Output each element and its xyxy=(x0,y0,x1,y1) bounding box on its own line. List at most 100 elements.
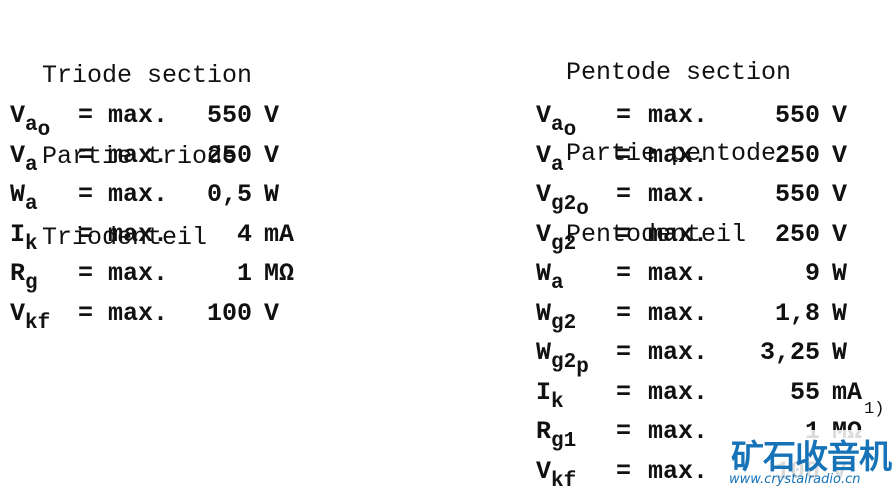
equals-sign: = xyxy=(616,417,632,446)
rating-unit: W xyxy=(832,259,848,288)
rating-value: 550 xyxy=(774,180,820,209)
rating-value: 9 xyxy=(804,259,820,288)
symbol-subscript: a xyxy=(25,114,38,137)
symbol-subscript: kf xyxy=(25,311,51,335)
pentode-heading: Pentode section Partie pentode Pentodent… xyxy=(566,5,791,302)
symbol-subscript: k xyxy=(551,390,564,414)
parameter-symbol: Rg1 xyxy=(536,412,576,462)
rating-unit: W xyxy=(832,338,848,367)
symbol-subscript-2: p xyxy=(576,356,589,379)
parameter-symbol: Vao xyxy=(536,96,576,151)
parameter-symbol: Vkf xyxy=(10,294,50,344)
max-label: max. xyxy=(108,140,169,170)
symbol-letter: W xyxy=(10,180,26,209)
equals-sign: = xyxy=(616,298,632,328)
max-label: max. xyxy=(648,298,709,328)
symbol-letter: V xyxy=(536,219,552,249)
rating-value: 550 xyxy=(774,101,820,130)
watermark-logo-text: 矿石收音机 xyxy=(731,437,892,476)
rating-unit: V xyxy=(832,180,848,209)
max-label: max. xyxy=(648,417,709,446)
rating-value: 55 xyxy=(789,377,820,407)
equals-sign: = xyxy=(616,259,632,288)
symbol-letter: R xyxy=(536,417,552,446)
max-label: max. xyxy=(108,101,169,130)
symbol-letter: W xyxy=(536,259,552,288)
rating-unit: V xyxy=(264,298,280,328)
rating-value: 1,8 xyxy=(774,298,820,328)
heading-line-de: Triodenteil xyxy=(42,223,208,252)
rating-value: 100 xyxy=(206,298,252,328)
symbol-letter: V xyxy=(10,140,26,170)
equals-sign: = xyxy=(616,338,632,367)
rating-unit: mA xyxy=(832,377,863,407)
max-label: max. xyxy=(648,180,709,209)
max-label: max. xyxy=(108,298,169,328)
symbol-subscript: a xyxy=(25,153,38,177)
symbol-letter: W xyxy=(536,298,552,328)
rating-unit: V xyxy=(264,140,280,170)
equals-sign: = xyxy=(78,140,94,170)
rating-unit: V xyxy=(832,140,848,170)
symbol-letter: V xyxy=(536,456,552,486)
rating-unit: V xyxy=(832,101,848,130)
symbol-letter: V xyxy=(10,298,26,328)
symbol-subscript: a xyxy=(551,272,564,295)
rating-value: 0,5 xyxy=(206,180,252,209)
symbol-letter: I xyxy=(10,219,26,249)
parameter-symbol: Va xyxy=(10,136,38,186)
equals-sign: = xyxy=(78,101,94,130)
symbol-letter: V xyxy=(536,140,552,170)
rating-value: 250 xyxy=(774,219,820,249)
symbol-letter: V xyxy=(536,180,552,209)
watermark-url: www.crystalradio.cn xyxy=(729,472,861,487)
equals-sign: = xyxy=(616,180,632,209)
parameter-symbol: Va xyxy=(536,136,564,186)
rating-unit: MΩ xyxy=(264,259,295,288)
parameter-symbol: Ik xyxy=(10,215,38,265)
rating-unit: V xyxy=(264,101,280,130)
max-label: max. xyxy=(648,101,709,130)
rating-unit: W xyxy=(832,298,848,328)
parameter-symbol: Wg2 xyxy=(536,294,576,344)
equals-sign: = xyxy=(78,180,94,209)
rating-value: 3,25 xyxy=(759,338,820,367)
symbol-subscript: kf xyxy=(551,469,577,493)
parameter-symbol: Vg2o xyxy=(536,175,589,230)
heading-line-fr: Partie triode xyxy=(42,142,238,171)
equals-sign: = xyxy=(616,377,632,407)
symbol-subscript: g2 xyxy=(551,232,577,256)
max-label: max. xyxy=(648,259,709,288)
equals-sign: = xyxy=(78,259,94,288)
equals-sign: = xyxy=(616,140,632,170)
max-label: max. xyxy=(648,219,709,249)
rating-value: 550 xyxy=(206,101,252,130)
parameter-symbol: Rg xyxy=(10,254,38,304)
footnote-marker: 1) xyxy=(864,400,885,419)
rating-value: 250 xyxy=(206,140,252,170)
equals-sign: = xyxy=(616,101,632,130)
symbol-letter: W xyxy=(536,338,552,367)
symbol-subscript-2: o xyxy=(563,119,577,142)
rating-unit: mA xyxy=(264,219,295,249)
symbol-letter: V xyxy=(536,101,552,130)
max-label: max. xyxy=(108,219,169,249)
parameter-symbol: Vkf xyxy=(536,452,576,502)
parameter-symbol: Wa xyxy=(10,175,38,225)
equals-sign: = xyxy=(616,456,632,486)
triode-heading: Triode section Partie triode Triodenteil xyxy=(42,8,252,305)
symbol-letter: I xyxy=(536,377,552,407)
symbol-subscript: g2 xyxy=(551,351,577,374)
rating-unit: W xyxy=(264,180,280,209)
max-label: max. xyxy=(648,338,709,367)
parameter-symbol: Wg2p xyxy=(536,333,589,388)
symbol-letter: V xyxy=(10,101,26,130)
max-label: max. xyxy=(108,259,169,288)
parameter-symbol: Wa xyxy=(536,254,564,304)
heading-line-en: Triode section xyxy=(42,61,253,90)
symbol-subscript: g2 xyxy=(551,193,577,216)
equals-sign: = xyxy=(78,298,94,328)
max-label: max. xyxy=(648,140,709,170)
heading-line-de: Pentodenteil xyxy=(566,220,747,249)
symbol-subscript-2: o xyxy=(37,119,51,142)
